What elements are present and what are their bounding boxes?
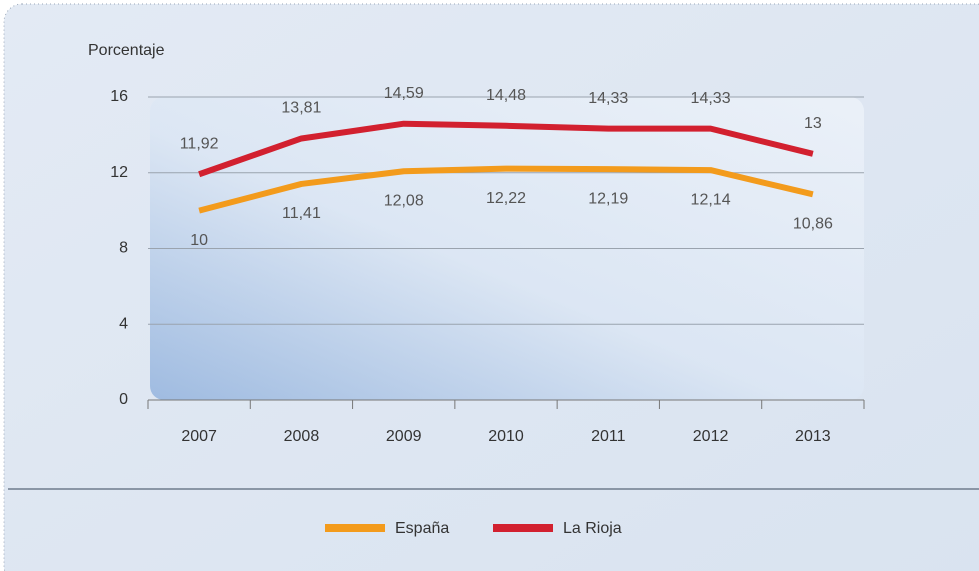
value-label: 13,81 xyxy=(281,100,321,117)
value-label: 12,19 xyxy=(588,190,628,207)
legend-label: La Rioja xyxy=(563,520,622,537)
x-tick-label: 2013 xyxy=(795,428,831,445)
y-tick-label: 4 xyxy=(119,315,128,332)
y-tick-label: 16 xyxy=(110,88,128,105)
y-axis-label: Porcentaje xyxy=(88,42,165,59)
x-tick-label: 2010 xyxy=(488,428,524,445)
x-tick-label: 2009 xyxy=(386,428,422,445)
chart: Porcentaje España La Rioja 0 4 8 12 16 2007 200… xyxy=(0,0,979,571)
value-label: 12,08 xyxy=(384,192,424,209)
x-tick-label: 2011 xyxy=(591,428,626,445)
value-label: 10 xyxy=(190,232,208,249)
value-label: 14,48 xyxy=(486,87,526,104)
x-tick-label: 2008 xyxy=(284,428,320,445)
y-tick-label: 0 xyxy=(119,391,128,408)
y-tick-label: 8 xyxy=(119,240,128,257)
legend-swatch xyxy=(493,524,553,532)
x-tick-label: 2012 xyxy=(693,428,729,445)
value-label: 14,33 xyxy=(588,90,628,107)
value-label: 10,86 xyxy=(793,216,833,233)
value-label: 14,33 xyxy=(691,90,731,107)
value-label: 13 xyxy=(804,115,822,132)
value-label: 11,92 xyxy=(180,135,219,152)
legend-swatch xyxy=(325,524,385,532)
y-tick-label: 12 xyxy=(110,164,128,181)
legend-label: España xyxy=(395,520,449,537)
x-tick-label: 2007 xyxy=(181,428,217,445)
value-label: 11,41 xyxy=(282,205,321,222)
value-label: 12,14 xyxy=(691,191,731,208)
value-label: 14,59 xyxy=(384,85,424,102)
value-label: 12,22 xyxy=(486,190,526,207)
